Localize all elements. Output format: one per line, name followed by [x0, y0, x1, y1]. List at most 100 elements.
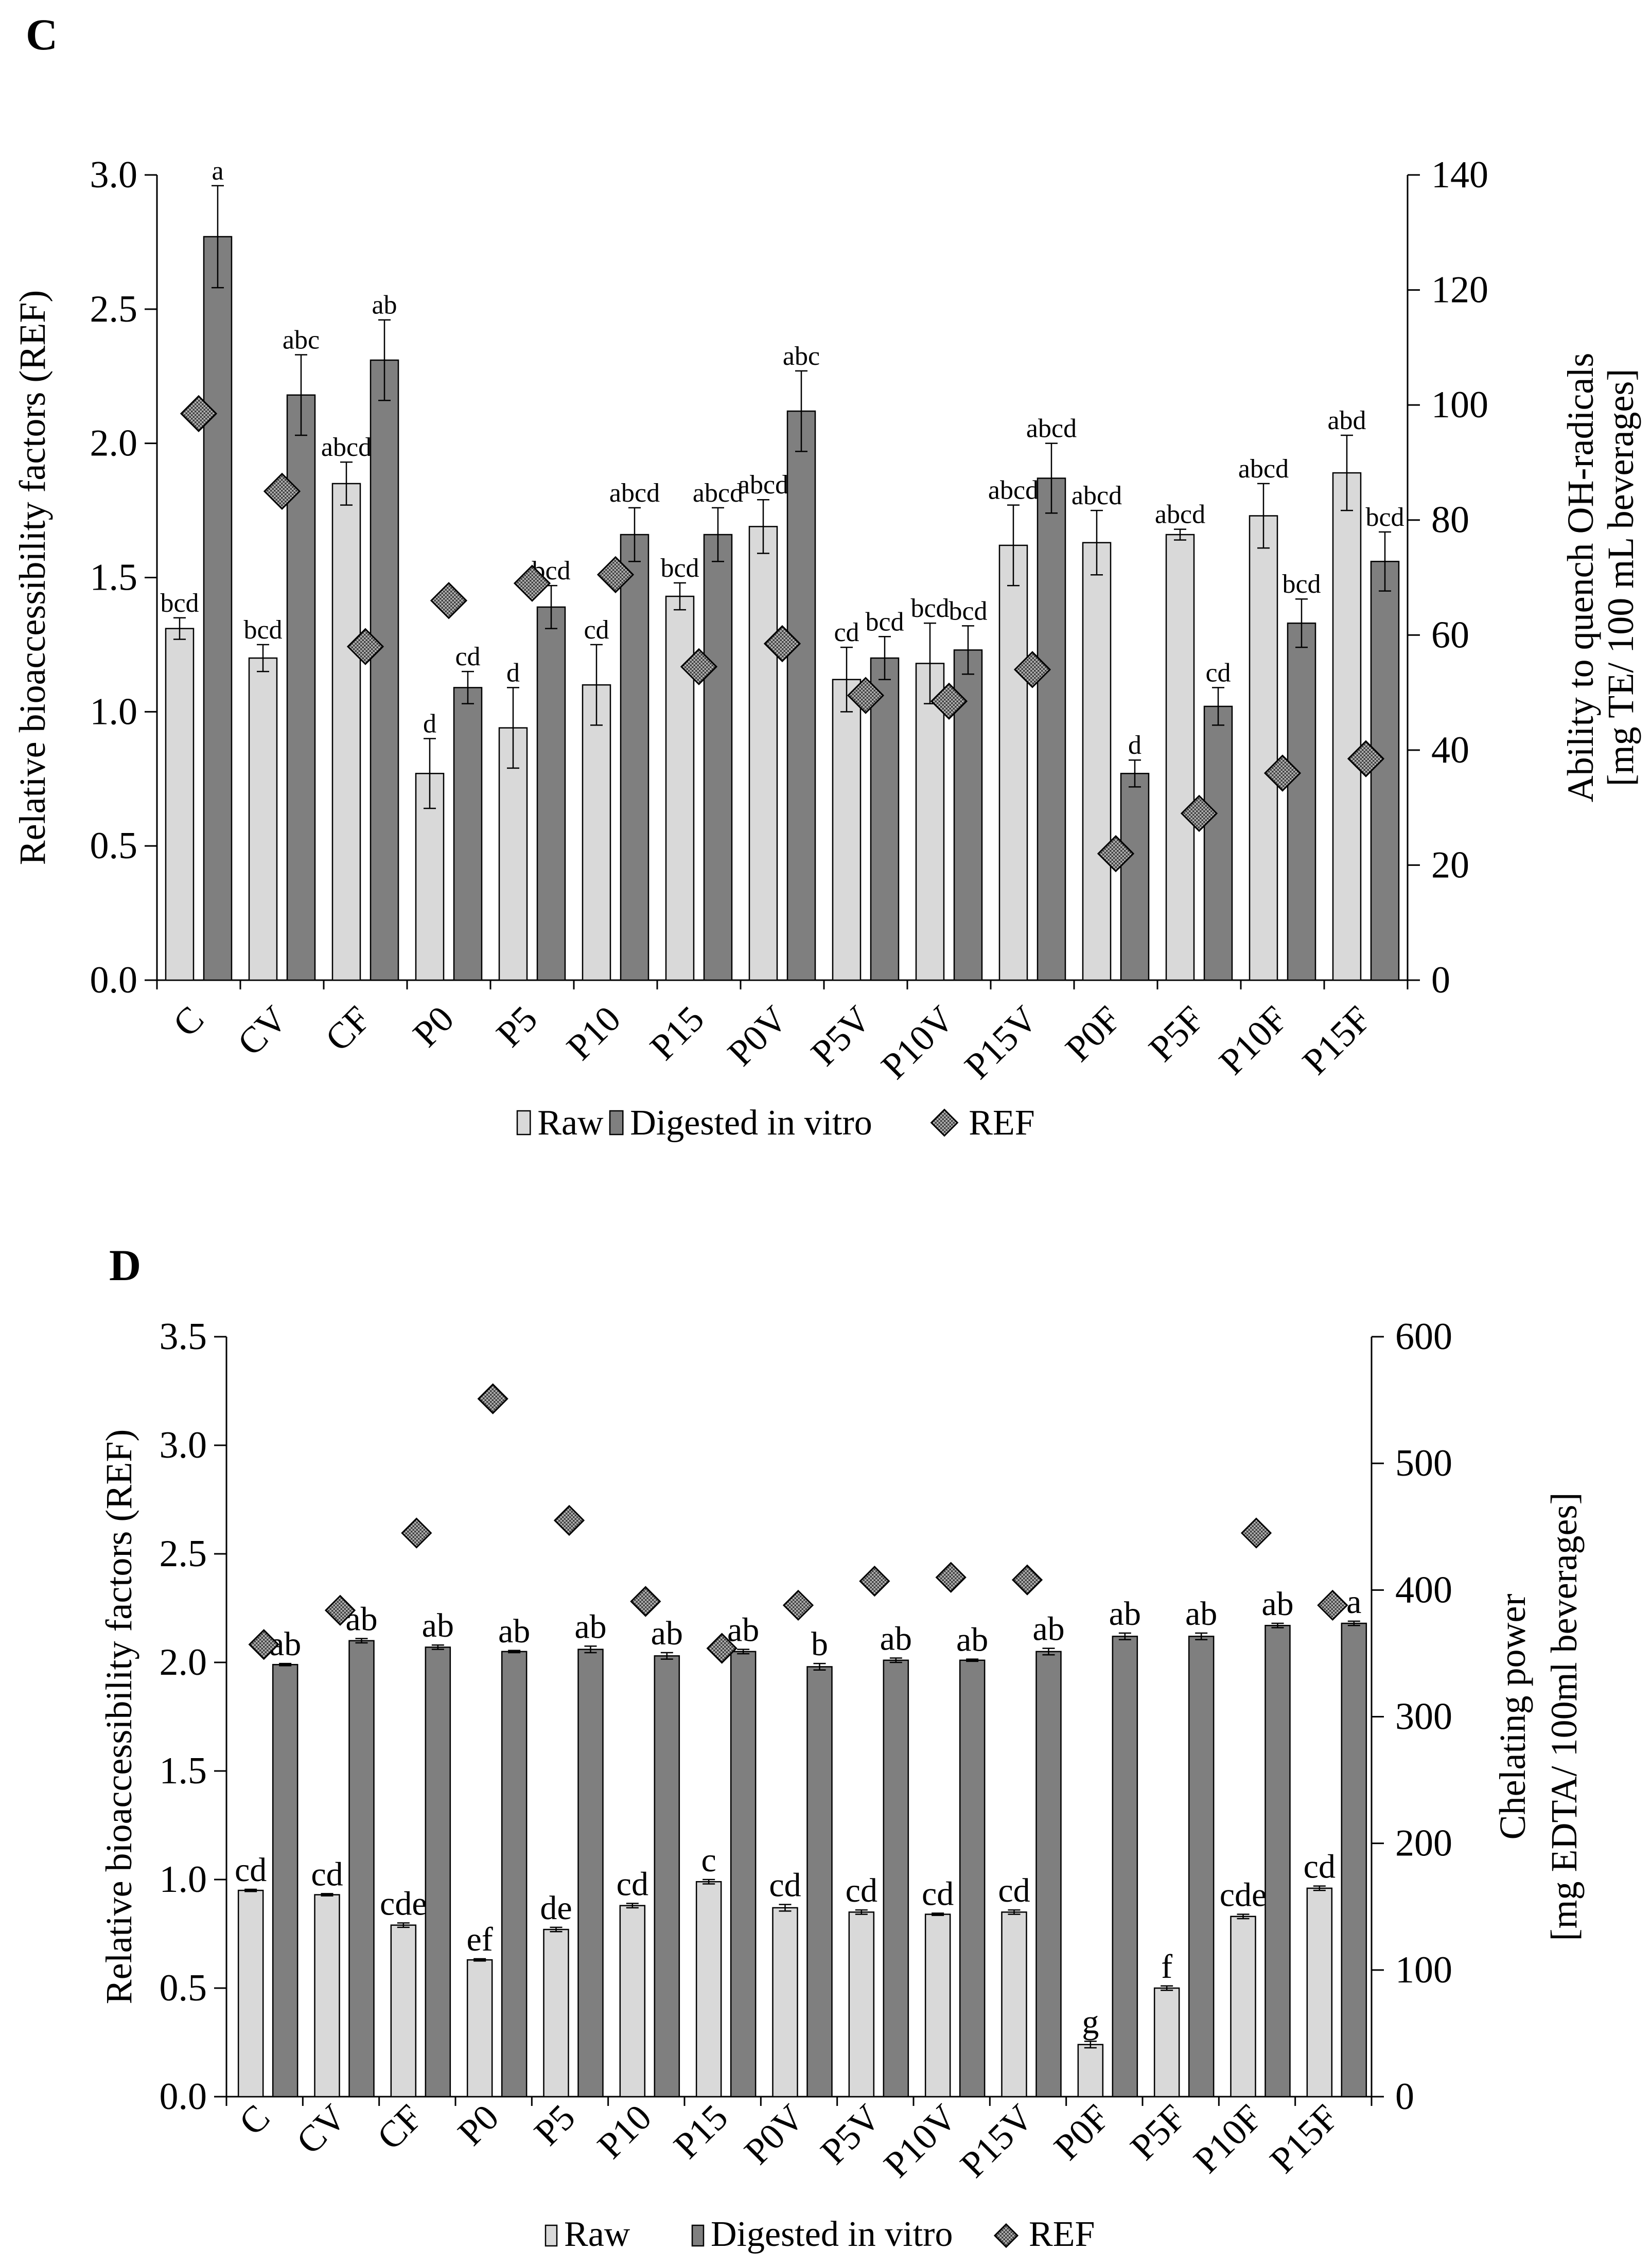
panel-c-right-tick-label: 80 — [1431, 499, 1469, 541]
panel-c-raw-sig-label: abcd — [988, 476, 1039, 505]
panel-c-ref-marker — [180, 395, 218, 433]
panel-d-left-tick-label: 1.5 — [160, 1750, 207, 1792]
panel-d-legend-ref-marker — [993, 2223, 1019, 2248]
panel-c-left-tick-label: 1.0 — [90, 690, 138, 733]
panel-d-raw-sig-label: ef — [467, 1921, 493, 1958]
panel-c-right-tick-label: 60 — [1431, 614, 1469, 656]
panel-c-raw-bar — [331, 483, 361, 981]
panel-c-ref-marker — [346, 628, 384, 665]
panel-c-digested-bar — [370, 359, 399, 981]
panel-d-raw-bar — [1230, 1916, 1256, 2098]
panel-d-raw-sig-label: cd — [311, 1855, 343, 1893]
panel-c-ref-marker — [1013, 651, 1051, 688]
panel-c-category-label: P15 — [642, 998, 712, 1068]
panel-c-category-label: P10 — [559, 998, 629, 1068]
panel-c-right-tick-label: 40 — [1431, 729, 1469, 771]
panel-d-legend-raw-label: Raw — [564, 2214, 630, 2254]
panel-c-category-label: P5F — [1141, 998, 1213, 1070]
panel-c-category-label: P15F — [1294, 998, 1379, 1083]
panel-c-category-label: P0F — [1058, 998, 1129, 1070]
panel-d-digested-bar — [577, 1649, 604, 2098]
panel-d-category-label: P0V — [736, 2097, 812, 2172]
panel-d-digested-bar — [272, 1663, 298, 2098]
panel-c-digested-bar — [536, 606, 566, 981]
panel-d-category-label: P15F — [1262, 2097, 1346, 2181]
panel-d-category-label: P5V — [813, 2097, 888, 2172]
panel-d-left-tick-label: 0.0 — [160, 2076, 207, 2118]
panel-d-raw-sig-label: cd — [998, 1872, 1030, 1909]
panel-c-raw-bar — [498, 727, 528, 981]
panel-d-raw-bar — [1306, 1887, 1333, 2098]
panel-c-letter: C — [26, 10, 58, 59]
panel-d-raw-bar — [619, 1905, 646, 2098]
panel-c-right-tick-label: 140 — [1431, 154, 1488, 196]
panel-c-raw-sig-label: d — [423, 710, 436, 739]
panel-d-ref-marker — [706, 1633, 737, 1664]
panel-d-raw-sig-label: g — [1082, 2003, 1099, 2041]
panel-d-y2-axis-title-line1: Chelating power — [1492, 1594, 1533, 1840]
panel-d-raw-sig-label: cd — [922, 1875, 954, 1912]
panel-d-digested-sig-label: ab — [1261, 1585, 1293, 1623]
panel-d-ref-marker — [630, 1586, 661, 1617]
panel-c-raw-sig-label: cd — [834, 618, 859, 647]
panel-c-category-label: P10F — [1211, 998, 1295, 1083]
panel-d-left-tick-label: 1.0 — [160, 1858, 207, 1901]
panel-d-raw-sig-label: cd — [846, 1872, 877, 1909]
panel-c-category-label: CV — [230, 998, 295, 1064]
panel-d-ref-marker — [935, 1562, 967, 1593]
panel-c-raw-sig-label: cd — [584, 615, 609, 645]
panel-d-digested-bar — [501, 1651, 528, 2098]
panel-c-category-label: P0 — [405, 998, 462, 1055]
panel-d-digested-bar — [1035, 1651, 1062, 2098]
panel-c-ref-marker — [1263, 754, 1302, 792]
panel-d-digested-sig-label: ab — [651, 1615, 683, 1652]
panel-d-right-tick-label: 300 — [1395, 1696, 1452, 1738]
panel-c-right-tick-label: 100 — [1431, 384, 1488, 426]
panel-c-left-tick-label: 3.0 — [90, 154, 138, 196]
panel-c-digested-sig-label: abcd — [1026, 414, 1077, 444]
panel-c-legend-ref-marker — [930, 1108, 959, 1137]
panel-c-ref-marker — [763, 625, 801, 663]
panel-c-raw-sig-label: abd — [1327, 406, 1366, 435]
panel-d-digested-sig-label: ab — [1109, 1595, 1141, 1633]
panel-c-category-label: C — [165, 998, 212, 1045]
panel-d-raw-bar — [237, 1889, 264, 2098]
panel-c-legend-digested-swatch — [609, 1110, 624, 1136]
panel-c-ref-marker — [596, 556, 635, 594]
panel-d-digested-sig-label: ab — [1185, 1595, 1217, 1633]
panel-d-ref-marker — [477, 1383, 508, 1414]
panel-c-ref-marker — [680, 648, 718, 685]
panel-c-raw-bar — [665, 595, 695, 981]
panel-c-right-tick-label: 20 — [1431, 844, 1469, 886]
panel-d-digested-bar — [883, 1659, 909, 2098]
panel-d-digested-sig-label: ab — [727, 1611, 759, 1649]
panel-c-ref-marker — [430, 582, 468, 619]
panel-c-raw-sig-label: abcd — [1155, 500, 1205, 529]
panel-d-ref-marker — [401, 1517, 432, 1549]
panel-c-digested-sig-label: bcd — [1365, 503, 1404, 532]
panel-c-category-label: CF — [317, 998, 378, 1059]
panel-c-ref-marker — [1097, 835, 1135, 873]
panel-d-raw-bar — [848, 1911, 875, 2098]
panel-d-digested-bar — [1112, 1636, 1138, 2098]
panel-c-y2-axis-title-line1: Ability to quench OH-radicals — [1560, 353, 1601, 803]
panel-d-ref-marker — [782, 1589, 814, 1621]
panel-d-raw-sig-label: de — [540, 1889, 572, 1927]
panel-d-digested-bar — [654, 1655, 680, 2098]
panel-d-digested-sig-label: ab — [956, 1621, 988, 1659]
panel-d-category-label: CV — [289, 2097, 354, 2162]
panel-c-legend-raw-label: Raw — [537, 1103, 604, 1143]
panel-c-raw-sig-label: bcd — [243, 615, 282, 645]
panel-c-legend-ref-label: REF — [969, 1103, 1034, 1143]
panel-d-digested-bar — [730, 1651, 757, 2098]
panel-d-chart: D 0.0 0.5 1.0 1.5 2.0 2.5 3.0 3.5 0 100 200 300 400 50… — [98, 1241, 1585, 2254]
panel-d-digested-bar — [1264, 1625, 1291, 2098]
panel-d-raw-bar — [390, 1924, 417, 2098]
panel-d-raw-bar — [314, 1894, 340, 2098]
panel-c-ref-marker — [513, 564, 551, 602]
panel-d-raw-bar — [1001, 1911, 1027, 2098]
panel-c-raw-bar — [582, 684, 611, 981]
panel-d-category-label: P0F — [1046, 2097, 1117, 2168]
panel-c-raw-bar — [248, 657, 278, 981]
